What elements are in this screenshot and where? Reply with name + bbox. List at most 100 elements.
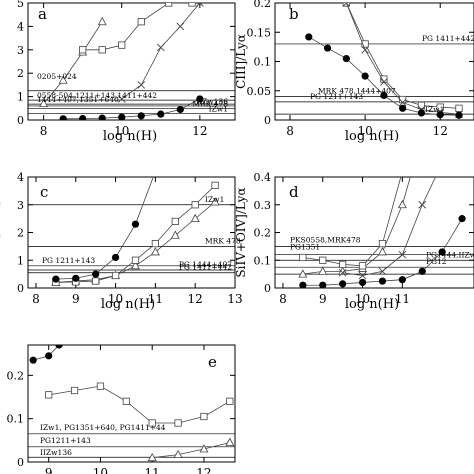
x-tick-label: 10 (355, 292, 370, 306)
data-point-triangle (150, 247, 160, 256)
x-tick-label: 9 (319, 292, 327, 306)
plot-area (275, 159, 474, 288)
x-tick-label: 11 (145, 466, 160, 474)
data-point-x (176, 22, 185, 31)
y-axis-label: CIII]/Lyα (234, 34, 248, 89)
y-tick-label: 0.15 (247, 26, 272, 39)
data-point-circle (358, 278, 367, 287)
annotation-label: 0205+024 (37, 72, 77, 81)
y-tick-label: 0.1 (7, 413, 25, 426)
data-point-circle (339, 280, 347, 288)
y-axis-label: SiIII]/CIII] (0, 201, 1, 264)
panel-e: 9 10 11 12 0 0.1 0.2 e IZw1, PG1351+640, PG1411+… (7, 344, 236, 474)
annotation-label: PG 1211+143 (310, 92, 363, 101)
x-axis-label: log n(H) (345, 297, 399, 312)
y-tick-label: 3 (17, 44, 24, 57)
annotation-label: IIZw136 (40, 448, 72, 457)
data-point-x (378, 267, 387, 276)
data-point-circle (92, 270, 100, 278)
data-point-circle (438, 248, 446, 256)
data-point-circle (196, 95, 204, 103)
data-point-circle (55, 345, 63, 349)
data-point-circle (79, 114, 87, 120)
data-point-x (196, 3, 204, 7)
annotation-label: PG 1411+442 (179, 263, 232, 272)
data-point-x (156, 43, 165, 52)
data-point-circle (323, 44, 332, 52)
data-point-circle (417, 109, 426, 117)
annotation-label: IZw1 (425, 105, 444, 114)
series-line-x (342, 177, 436, 276)
panel-letter: a (38, 5, 47, 23)
x-tick-label: 8 (32, 292, 40, 306)
y-tick-label: 3 (17, 199, 24, 212)
y-tick-label: 0.2 (254, 227, 272, 240)
data-point-triangle (147, 452, 157, 462)
plot-frame (27, 344, 236, 463)
data-point-circle (319, 281, 327, 288)
data-point-circle (378, 277, 387, 285)
x-tick-label: 11 (395, 292, 410, 306)
x-tick-label: 8 (279, 292, 287, 306)
annotation-label: IIZw136 (196, 97, 228, 106)
x-tick-label: 9 (45, 466, 53, 474)
data-point-square (361, 40, 369, 48)
data-point-x (361, 45, 369, 54)
data-point-square (399, 168, 405, 174)
plot-area (28, 3, 235, 120)
x-tick-label: 9 (72, 292, 80, 306)
data-point-circle (299, 281, 307, 288)
x-tick-label: 10 (114, 124, 129, 138)
panel-letter: b (289, 5, 299, 23)
data-point-square (131, 256, 140, 264)
annotation-label: PG1211+143 (40, 436, 91, 445)
data-point-square (111, 271, 120, 280)
data-point-circle (458, 215, 466, 223)
plot-frame (27, 2, 236, 121)
y-tick-label: 0 (17, 114, 24, 127)
data-point-circle (399, 104, 407, 112)
y-tick-label: 0 (17, 282, 24, 295)
annotation-label: MRK 478 (205, 236, 241, 245)
panel-b: 8 10 12 0 0.05 0.1 0.15 0.2 b log n(H) CIII]/Lyα PG… (234, 0, 474, 144)
y-tick-label: 0.1 (254, 254, 272, 267)
data-point-circle (455, 111, 463, 119)
data-point-square (211, 181, 219, 189)
data-point-circle (131, 220, 140, 228)
y-tick-label: 0.3 (254, 199, 272, 212)
data-point-circle (98, 114, 106, 120)
y-tick-label: 4 (17, 171, 24, 184)
panel-letter: d (289, 183, 299, 201)
y-tick-label: 4 (17, 20, 24, 33)
x-tick-label: 10 (93, 466, 108, 474)
x-tick-label: 13 (227, 292, 242, 306)
annotation-label: PG 1444+407 (179, 260, 232, 269)
data-point-square (226, 397, 234, 405)
y-axis-label: SiIV+OIV]/Lyα (234, 187, 248, 277)
data-point-square (188, 3, 196, 7)
data-point-square (118, 41, 126, 49)
x-tick-label: 11 (148, 292, 163, 306)
plot-area (275, 3, 474, 119)
data-point-triangle (298, 269, 308, 278)
data-point-circle (137, 112, 145, 120)
x-tick-label: 12 (192, 124, 207, 138)
data-point-circle (418, 267, 426, 275)
annotation-label: 0558-504,1211+143,1411+442 (37, 91, 157, 100)
data-point-square (339, 260, 347, 269)
y-tick-label: 0.2 (7, 369, 25, 382)
data-point-triangle (411, 159, 419, 166)
data-point-circle (118, 113, 126, 120)
data-point-circle (398, 276, 406, 284)
y-tick-label: 0.1 (254, 56, 272, 69)
x-tick-label: 8 (286, 124, 294, 138)
series-line-x (121, 3, 201, 100)
y-tick-label: 0 (264, 114, 271, 127)
data-point-circle (45, 352, 53, 360)
x-tick-label: 12 (188, 292, 203, 306)
data-point-circle (342, 54, 350, 63)
data-point-square (79, 46, 87, 54)
annotation-label: PG1351 (290, 243, 320, 252)
data-point-square (151, 239, 159, 248)
